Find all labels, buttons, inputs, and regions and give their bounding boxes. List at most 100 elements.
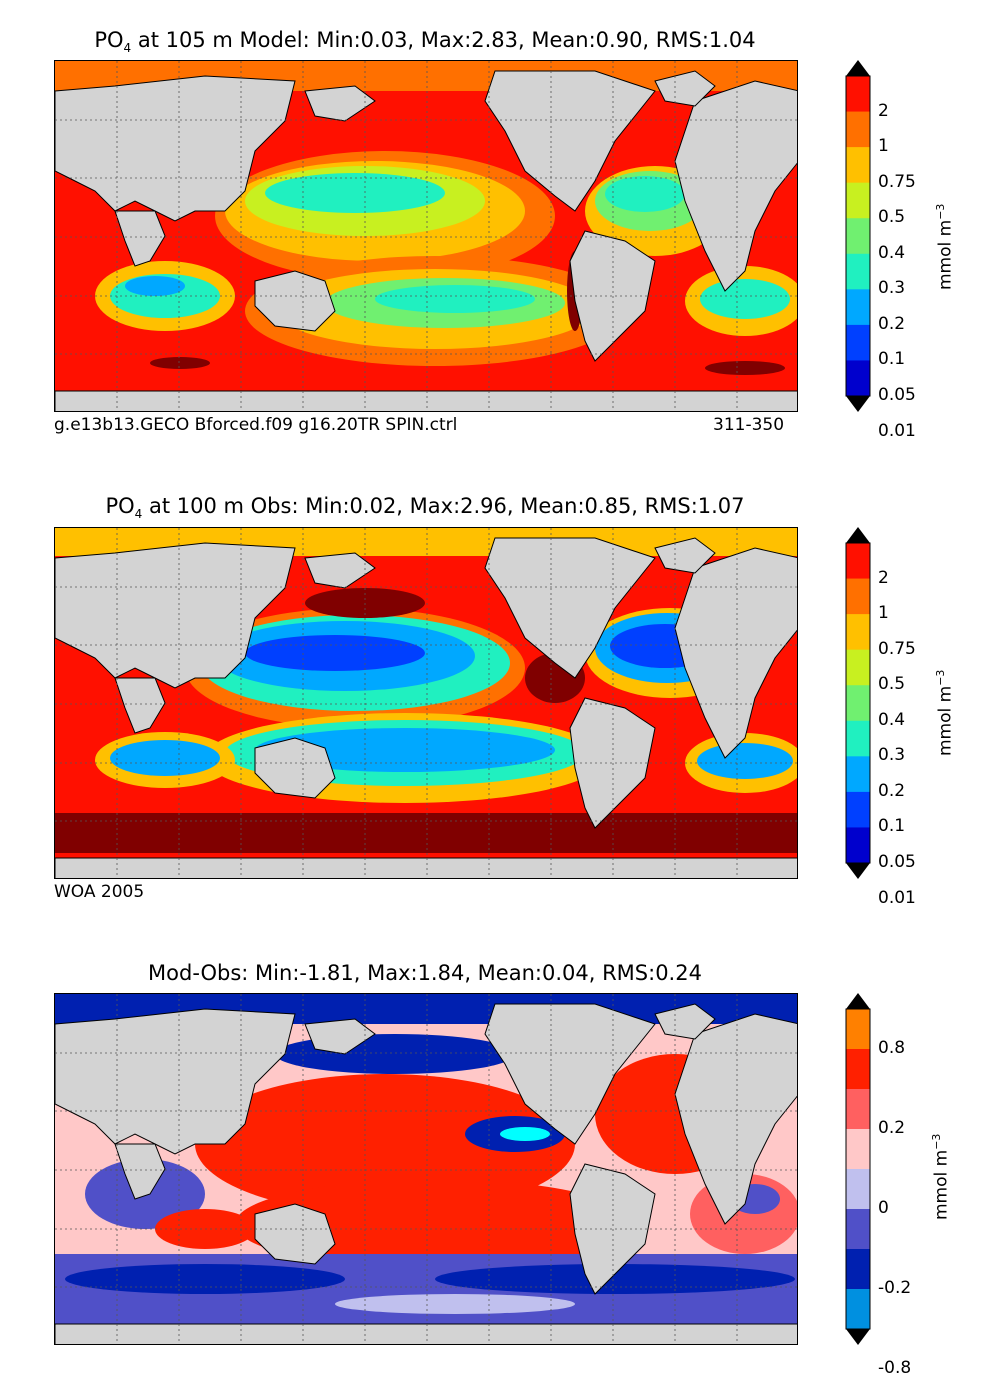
- colorbar-segment: [846, 111, 870, 148]
- eurasia-land: [55, 542, 296, 689]
- colorbar-segment: [846, 253, 870, 290]
- epac-neg-core: [500, 1127, 550, 1141]
- panel-2-map: [54, 527, 798, 879]
- colorbar-tick-label: 0: [878, 1198, 889, 1218]
- colorbar-tick-label: 0.01: [878, 420, 916, 441]
- colorbar-tick-label: -0.2: [878, 1278, 912, 1298]
- colorbar-tick-label: 0.2: [878, 1118, 906, 1138]
- colorbar-tick-label: 1: [878, 136, 889, 157]
- panel-2-caption-left: WOA 2005: [54, 882, 145, 902]
- colorbar-segment: [846, 578, 870, 615]
- colorbar-tick-label: 0.01: [878, 887, 916, 908]
- colorbar-segment: [846, 827, 870, 864]
- panel-3-unit-label: mmol m: [931, 1149, 952, 1220]
- colorbar-extend-top: [846, 60, 870, 76]
- colorbar-tick-label: 0.8: [878, 1038, 906, 1058]
- india-land: [114, 677, 166, 734]
- colorbar-segment: [846, 1009, 870, 1050]
- colorbar-extend-bottom: [846, 396, 870, 412]
- graticule: [55, 994, 797, 1344]
- indian-core: [110, 740, 220, 776]
- colorbar-tick-label: 2: [878, 100, 889, 121]
- colorbar-segment: [846, 324, 870, 361]
- indian-core: [125, 276, 185, 296]
- alaska-land: [304, 552, 376, 589]
- africa-europe-land: [674, 1013, 797, 1225]
- colorbar-segment: [846, 147, 870, 184]
- panel-1-unit-label: mmol m: [935, 219, 956, 290]
- colorbar-frame: [845, 542, 871, 864]
- australia-land: [254, 737, 336, 799]
- panel-1-map-svg: [55, 61, 797, 411]
- colorbar-segment: [846, 720, 870, 757]
- colorbar-segment: [846, 76, 870, 113]
- panel-3-map-svg: [55, 994, 797, 1344]
- colorbar-segment: [846, 1289, 870, 1330]
- colorbar-frame: [845, 1008, 871, 1330]
- so-neg-core-2: [435, 1264, 795, 1294]
- colorbar-segment: [846, 791, 870, 828]
- panel-2-title-sub: 4: [134, 507, 143, 522]
- antarctica-land: [55, 1323, 797, 1344]
- eurasia-land: [55, 75, 296, 222]
- panel-1-colorbar-unit: mmol m−3: [934, 204, 956, 290]
- north-america-land: [484, 537, 656, 679]
- panel-2-title-rest: at 100 m Obs: Min:0.02, Max:2.96, Mean:0…: [142, 494, 745, 518]
- so-light: [335, 1294, 575, 1314]
- satl-core: [700, 279, 790, 319]
- colorbar-segment: [846, 1049, 870, 1090]
- colorbar-segment: [846, 1089, 870, 1130]
- panel-1-title: PO4 at 105 m Model: Min:0.03, Max:2.83, …: [0, 28, 850, 55]
- colorbar-tick-label: 0.5: [878, 674, 906, 695]
- greenland-land: [654, 70, 716, 107]
- panel-2-title-prefix: PO: [105, 494, 135, 518]
- npac-core: [245, 635, 425, 671]
- colorbar-extend-top: [846, 527, 870, 543]
- graticule: [55, 61, 797, 411]
- colorbar-segment: [846, 685, 870, 722]
- colorbar-segment: [846, 649, 870, 686]
- panel-1-colorbar: [845, 60, 871, 412]
- panel-1-map: [54, 60, 798, 412]
- south-america-land: [569, 1163, 656, 1295]
- satl-core: [697, 743, 793, 779]
- colorbar-segment: [846, 614, 870, 651]
- colorbar-tick-label: 0.05: [878, 852, 916, 872]
- colorbar-tick-label: 0.75: [878, 638, 916, 659]
- colorbar-segment: [846, 360, 870, 397]
- panel-3-map: [54, 993, 798, 1345]
- so-dark-band: [55, 813, 797, 853]
- alaska-land: [304, 85, 376, 122]
- colorbar-segment: [846, 1129, 870, 1170]
- colorbar-tick-label: 0.2: [878, 780, 906, 801]
- colorbar-tick-label: 0.75: [878, 171, 916, 192]
- colorbar-extend-top: [846, 993, 870, 1009]
- colorbar-tick-label: 0.3: [878, 278, 906, 299]
- india-land: [114, 210, 166, 267]
- colorbar-extend-bottom: [846, 1329, 870, 1345]
- npac-positive: [195, 1074, 575, 1214]
- africa-europe-land: [674, 547, 797, 759]
- colorbar-segment: [846, 1169, 870, 1210]
- colorbar-segment: [846, 1249, 870, 1290]
- panel-2-unit-exp: −3: [934, 669, 947, 686]
- panel-2-title: PO4 at 100 m Obs: Min:0.02, Max:2.96, Me…: [0, 494, 850, 521]
- panel-2-map-svg: [55, 528, 797, 878]
- panel-3-unit-exp: −3: [930, 1133, 943, 1150]
- spac-core: [375, 285, 535, 313]
- colorbar-tick-label: 0.2: [878, 313, 906, 334]
- colorbar-tick-label: 0.4: [878, 709, 906, 730]
- colorbar-tick-label: 2: [878, 567, 889, 588]
- colorbar-extend-bottom: [846, 863, 870, 879]
- colorbar-segment: [846, 543, 870, 580]
- australia-land: [254, 1203, 336, 1265]
- panel-3-colorbar-unit: mmol m−3: [930, 1134, 952, 1220]
- north-america-land: [484, 1003, 656, 1145]
- colorbar-segment: [846, 756, 870, 793]
- spac-core: [255, 728, 555, 772]
- so-neg-core-1: [65, 1264, 345, 1294]
- colorbar-segment: [846, 218, 870, 255]
- panel-2-unit-label: mmol m: [935, 685, 956, 756]
- colorbar-tick-label: -0.8: [878, 1358, 912, 1378]
- australia-land: [254, 270, 336, 332]
